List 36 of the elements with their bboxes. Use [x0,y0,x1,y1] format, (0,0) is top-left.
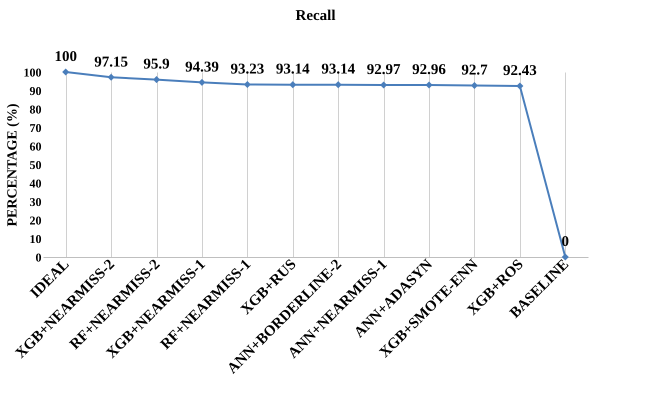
point [62,68,70,76]
y-tick-label: 0 [36,250,42,264]
data-label: 97.15 [94,54,128,70]
data-label: 92.96 [412,62,446,78]
data-label: 95.9 [143,56,170,73]
chart-title: Recall [296,8,336,24]
data-label: 92.7 [461,62,488,79]
y-tick-label: 10 [30,232,42,246]
data-label: 100 [54,49,77,65]
data-label: 92.97 [366,62,401,78]
y-tick-label: 50 [30,158,42,172]
data-label: 93.23 [230,62,264,78]
data-label: 92.43 [503,63,537,80]
point [108,74,115,81]
y-tick-label: 30 [30,195,42,209]
data-label: 0 [562,234,570,250]
data-label: 93.14 [276,62,310,78]
y-tick-label: 40 [30,176,42,190]
y-tick-label: 90 [30,84,42,98]
y-tick-label: 60 [30,140,42,154]
y-tick-label: 20 [30,214,42,228]
y-axis-title: PERCENTAGE (%) [6,103,20,227]
point [380,81,388,89]
point [516,82,524,90]
point [426,81,433,89]
y-tick-label: 80 [30,102,42,116]
point [198,78,206,86]
data-label: 93.14 [321,62,356,78]
y-tick-label: 70 [30,121,42,135]
point [470,82,478,90]
point [289,81,296,88]
point [153,76,160,84]
point [244,80,251,88]
point [334,81,342,88]
y-tick-label: 100 [24,66,42,80]
data-label: 94.39 [185,59,219,76]
